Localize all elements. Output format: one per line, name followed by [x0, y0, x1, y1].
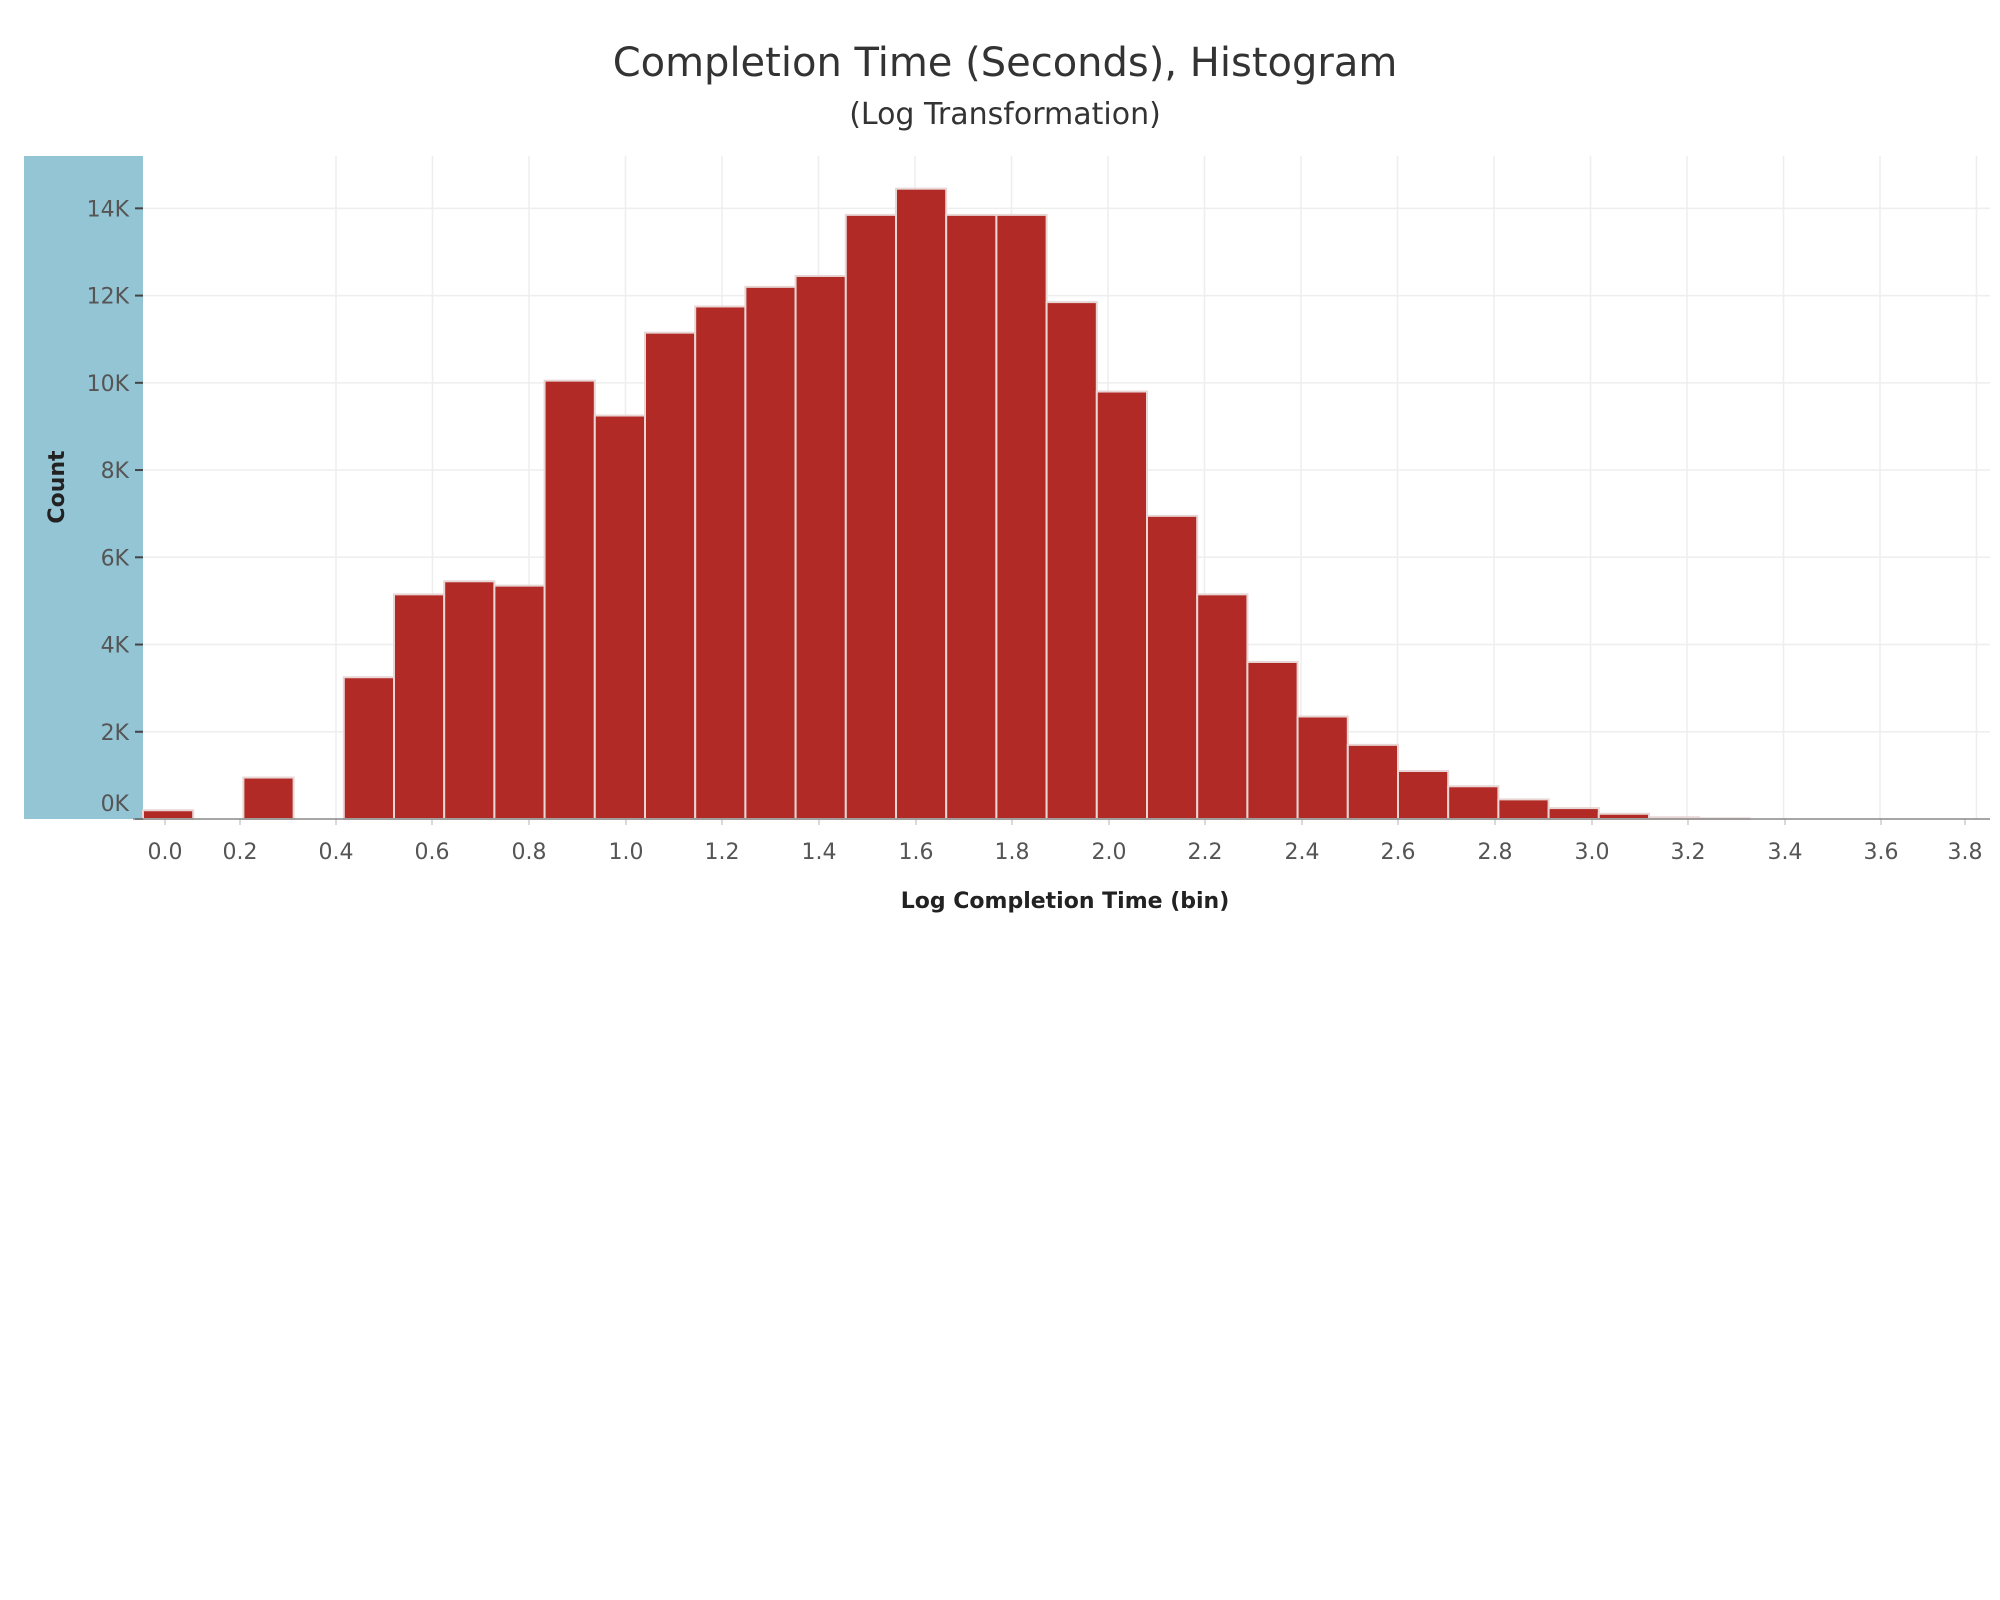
x-tick-label: 1.8 [995, 840, 1030, 865]
histogram-bar [794, 274, 847, 820]
x-tick-label: 1.4 [802, 840, 837, 865]
histogram-bar [694, 305, 747, 820]
histogram-bar [895, 187, 948, 821]
y-tick-label: 10K [87, 372, 130, 397]
histogram-bar [744, 285, 797, 820]
x-tick-label: 0.2 [223, 840, 258, 865]
y-axis-title: Count [45, 450, 70, 524]
x-tick-label: 3.4 [1768, 840, 1803, 865]
histogram-bar [1397, 770, 1450, 820]
histogram-bar [1346, 743, 1400, 821]
x-tick-label: 0.0 [148, 840, 183, 865]
histogram-bar [1146, 514, 1199, 821]
histogram-bar [844, 213, 897, 820]
x-axis-title: Log Completion Time (bin) [901, 889, 1230, 914]
histogram-bar [1497, 798, 1550, 820]
x-tick-label: 2.0 [1092, 840, 1127, 865]
histogram-bar [543, 379, 596, 820]
y-axis-ticks: 0K 2K 4K 6K 8K 10K 12K 14K [87, 197, 143, 820]
histogram-bar [1246, 660, 1299, 821]
histogram-bar [493, 584, 546, 820]
histogram-bar [1447, 785, 1500, 821]
histogram-bar [945, 213, 998, 820]
histogram-bar [443, 580, 496, 820]
histogram-bar [593, 414, 646, 820]
histogram-bar [644, 331, 697, 820]
histogram-bar [1045, 301, 1098, 820]
y-tick-label: 4K [101, 634, 130, 659]
y-tick-label: 2K [101, 721, 130, 746]
histogram-bar [1196, 593, 1249, 820]
x-axis-ticks: 0.0 0.2 0.4 0.6 0.8 1.0 1.2 1.4 1.6 1.8 2.0 2.2 2.4 2… [148, 819, 1983, 865]
bars [142, 187, 1751, 821]
x-tick-label: 2.4 [1285, 840, 1320, 865]
y-tick-label: 6K [101, 546, 130, 571]
x-tick-label: 0.6 [415, 840, 450, 865]
histogram-bar [995, 213, 1048, 820]
x-tick-label: 2.8 [1478, 840, 1513, 865]
x-tick-label: 3.8 [1948, 840, 1983, 865]
y-tick-label: 14K [87, 197, 130, 222]
histogram-bar [142, 809, 195, 820]
x-tick-label: 3.2 [1671, 840, 1706, 865]
chart-subtitle: (Log Transformation) [849, 97, 1161, 132]
histogram-bar [342, 676, 395, 820]
y-tick-label: 0K [101, 792, 130, 817]
histogram-bar [1296, 715, 1349, 820]
y-tick-label: 8K [101, 459, 130, 484]
histogram-bar [1547, 807, 1600, 821]
histogram-bar [1597, 812, 1651, 821]
x-tick-label: 1.2 [705, 840, 740, 865]
x-tick-label: 1.0 [609, 840, 644, 865]
histogram-bar [242, 776, 295, 820]
x-tick-label: 2.6 [1381, 840, 1416, 865]
x-tick-label: 3.0 [1575, 840, 1610, 865]
x-tick-label: 1.6 [899, 840, 934, 865]
x-tick-label: 0.8 [512, 840, 547, 865]
chart-title: Completion Time (Seconds), Histogram [612, 40, 1398, 86]
x-tick-label: 2.2 [1188, 840, 1223, 865]
histogram-bar [393, 593, 446, 820]
y-tick-label: 12K [87, 285, 130, 310]
histogram-bar [1095, 390, 1149, 820]
x-tick-label: 3.6 [1864, 840, 1899, 865]
y-axis-band [24, 156, 143, 819]
x-tick-label: 0.4 [319, 840, 354, 865]
